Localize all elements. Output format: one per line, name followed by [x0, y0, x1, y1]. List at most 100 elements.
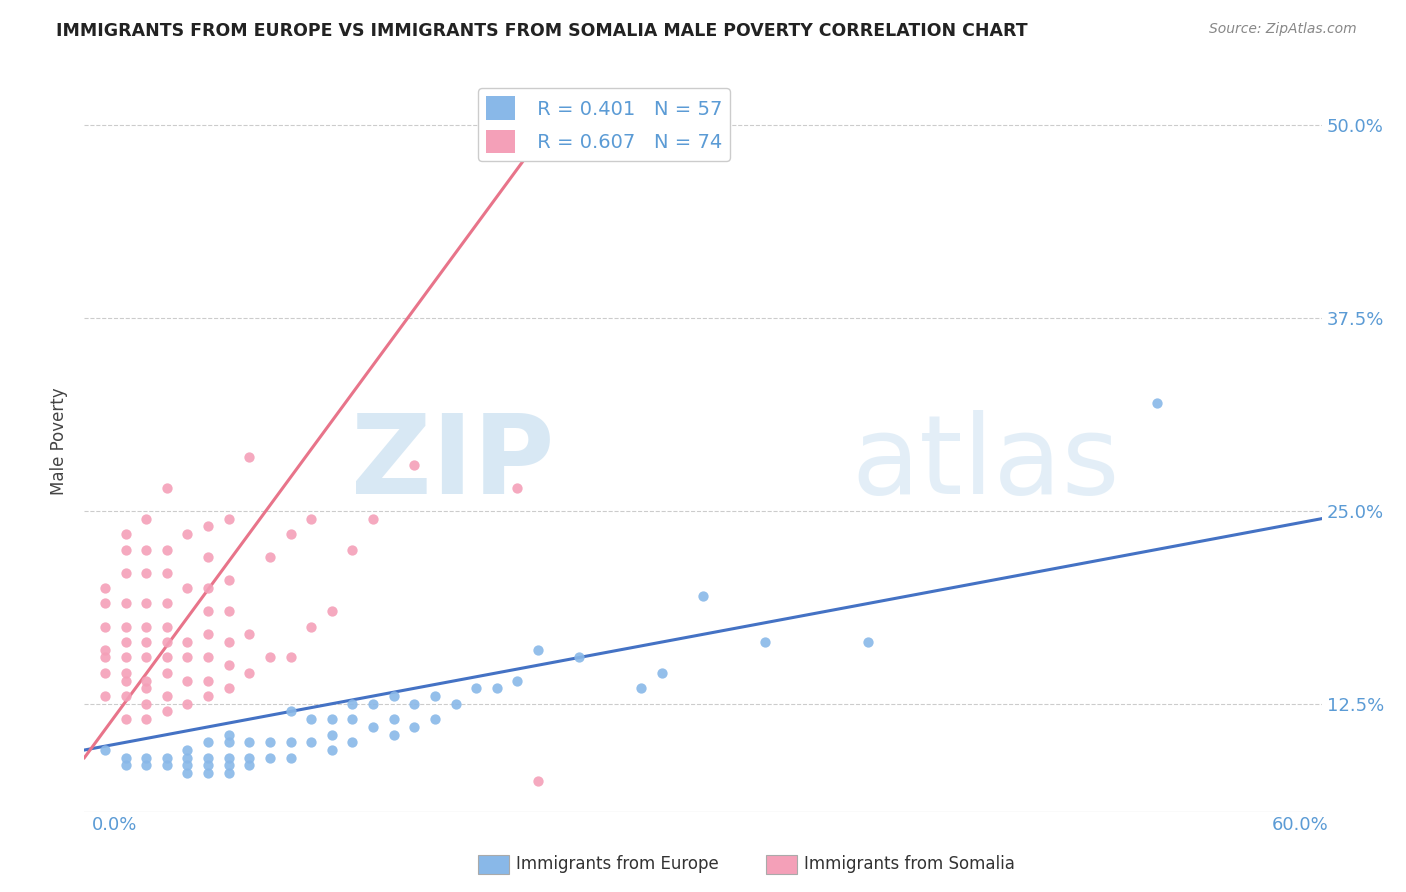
Point	[259, 650, 281, 665]
Text: 60.0%: 60.0%	[1272, 816, 1329, 834]
Point	[527, 773, 550, 788]
Point	[238, 758, 260, 772]
FancyBboxPatch shape	[766, 855, 797, 874]
Point	[176, 758, 198, 772]
Point	[94, 581, 117, 595]
Point	[197, 650, 219, 665]
Point	[114, 665, 136, 680]
Point	[156, 758, 179, 772]
Point	[156, 705, 179, 719]
Point	[259, 750, 281, 764]
Point	[321, 743, 343, 757]
Point	[382, 712, 405, 726]
Point	[135, 697, 157, 711]
Point	[135, 673, 157, 688]
Point	[156, 542, 179, 557]
Point	[135, 650, 157, 665]
Point	[259, 735, 281, 749]
Point	[444, 697, 467, 711]
Point	[404, 697, 426, 711]
Point	[218, 604, 240, 618]
Point	[135, 635, 157, 649]
Point	[114, 712, 136, 726]
Point	[94, 620, 117, 634]
Text: Source: ZipAtlas.com: Source: ZipAtlas.com	[1209, 22, 1357, 37]
Point	[218, 658, 240, 673]
Point	[218, 681, 240, 696]
Point	[321, 712, 343, 726]
Point	[114, 566, 136, 580]
Point	[1146, 396, 1168, 410]
Point	[135, 712, 157, 726]
Point	[156, 620, 179, 634]
Point	[114, 542, 136, 557]
Point	[423, 712, 446, 726]
Point	[156, 665, 179, 680]
Point	[465, 681, 488, 696]
Point	[197, 604, 219, 618]
Point	[176, 743, 198, 757]
Point	[321, 604, 343, 618]
Point	[176, 673, 198, 688]
Legend:  R = 0.401   N = 57,  R = 0.607   N = 74: R = 0.401 N = 57, R = 0.607 N = 74	[478, 88, 730, 161]
Point	[135, 542, 157, 557]
Point	[218, 728, 240, 742]
Point	[506, 481, 529, 495]
Point	[423, 689, 446, 703]
Text: Immigrants from Europe: Immigrants from Europe	[516, 855, 718, 873]
FancyBboxPatch shape	[478, 855, 509, 874]
Point	[342, 542, 364, 557]
Point	[94, 642, 117, 657]
Point	[135, 566, 157, 580]
Point	[630, 681, 652, 696]
Point	[114, 620, 136, 634]
Point	[114, 597, 136, 611]
Point	[342, 712, 364, 726]
Point	[197, 519, 219, 533]
Point	[404, 458, 426, 472]
Text: ZIP: ZIP	[352, 410, 554, 517]
Point	[156, 597, 179, 611]
Point	[94, 689, 117, 703]
Point	[361, 697, 384, 711]
Point	[197, 758, 219, 772]
Point	[114, 650, 136, 665]
Point	[197, 627, 219, 641]
Point	[218, 735, 240, 749]
Point	[342, 697, 364, 711]
Point	[176, 527, 198, 541]
Point	[135, 597, 157, 611]
Point	[651, 665, 673, 680]
Point	[280, 735, 302, 749]
Point	[156, 481, 179, 495]
Point	[197, 581, 219, 595]
Point	[197, 689, 219, 703]
Point	[135, 758, 157, 772]
Point	[218, 766, 240, 780]
Point	[114, 635, 136, 649]
Point	[156, 689, 179, 703]
Point	[94, 597, 117, 611]
Point	[135, 511, 157, 525]
Point	[218, 750, 240, 764]
Y-axis label: Male Poverty: Male Poverty	[51, 388, 69, 495]
Point	[361, 511, 384, 525]
Point	[156, 566, 179, 580]
Point	[299, 511, 322, 525]
Point	[299, 735, 322, 749]
Point	[156, 650, 179, 665]
Point	[114, 689, 136, 703]
Point	[568, 650, 591, 665]
Point	[238, 750, 260, 764]
Point	[176, 581, 198, 595]
Text: 0.0%: 0.0%	[91, 816, 136, 834]
Point	[238, 735, 260, 749]
Point	[218, 758, 240, 772]
Point	[218, 574, 240, 588]
Point	[197, 673, 219, 688]
Point	[238, 450, 260, 464]
Point	[197, 735, 219, 749]
Point	[280, 705, 302, 719]
Point	[754, 635, 776, 649]
Point	[856, 635, 879, 649]
